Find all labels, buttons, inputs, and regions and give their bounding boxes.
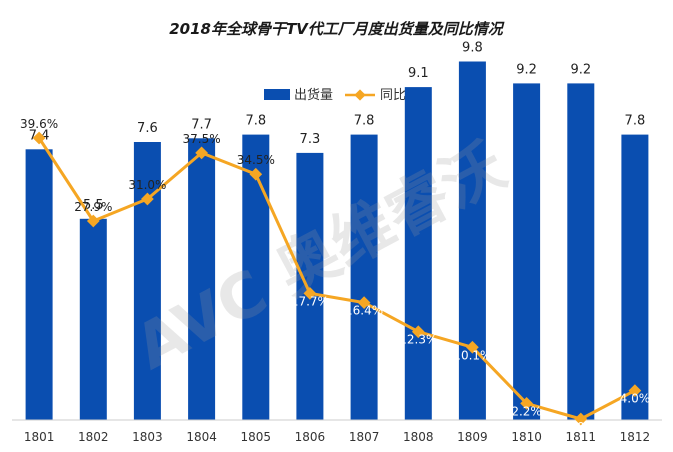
bar <box>296 152 324 420</box>
chart-title: 2018年全球骨干TV代工厂月度出货量及同比情况 <box>169 20 505 38</box>
bar-value-label: 9.2 <box>516 62 537 77</box>
bar <box>188 138 216 421</box>
x-tick-label: 1812 <box>620 430 651 444</box>
x-tick-label: 1801 <box>24 430 55 444</box>
yoy-marker <box>411 325 425 339</box>
bar-value-label: 7.6 <box>137 121 158 136</box>
yoy-value-label: 4.0% <box>620 392 651 406</box>
yoy-value-label: 17.7% <box>291 294 329 308</box>
yoy-value-label: 31.0% <box>128 178 166 192</box>
x-tick-label: 1810 <box>511 430 542 444</box>
bar <box>242 134 270 420</box>
yoy-marker <box>466 340 479 354</box>
yoy-value-label: 37.5% <box>183 132 221 146</box>
legend: 出货量 同比 <box>264 87 406 103</box>
x-axis-ticks: 1801 1802 1803 1804 1805 1806 1807 1808 1809 1810… <box>24 430 650 444</box>
legend-line-marker <box>354 89 366 101</box>
yoy-value-label: 2.2% <box>511 404 542 418</box>
yoy-value-label: 27.9% <box>74 200 112 214</box>
bar-value-label: 9.1 <box>408 66 429 81</box>
line-series: 39.6% 27.9% 31.0% 37.5% 34.5% 17.7% 16.4% 12.3%… <box>20 117 650 434</box>
bar <box>404 87 432 420</box>
bar <box>567 83 595 421</box>
yoy-marker <box>195 146 208 160</box>
yoy-value-label: 39.6% <box>20 117 58 131</box>
yoy-value-label: 34.5% <box>237 153 275 167</box>
bar-series: 7.45.57.67.77.87.37.89.19.89.29.27.8 <box>25 41 649 421</box>
bar-value-label: 7.8 <box>245 114 266 129</box>
x-tick-label: 1803 <box>132 430 163 444</box>
legend-bar-swatch <box>264 89 290 100</box>
x-tick-label: 1805 <box>241 430 272 444</box>
yoy-marker <box>357 296 371 309</box>
bar-value-label: 5.5 <box>83 198 104 213</box>
bar <box>513 83 541 421</box>
legend-bar-label: 出货量 <box>294 87 333 103</box>
x-tick-label: 1806 <box>295 430 326 444</box>
bar-value-label: 9.8 <box>462 41 483 56</box>
legend-line-label: 同比 <box>380 88 406 103</box>
yoy-marker <box>32 131 46 145</box>
bar-value-label: 7.7 <box>191 117 212 132</box>
x-tick-label: 1811 <box>566 430 597 444</box>
yoy-marker <box>303 287 317 300</box>
x-tick-label: 1804 <box>186 430 217 444</box>
bar <box>458 61 486 420</box>
yoy-value-label: 16.4% <box>345 304 383 318</box>
x-tick-label: 1809 <box>457 430 488 444</box>
bar-value-label: 7.3 <box>300 132 321 147</box>
bar <box>79 218 107 420</box>
yoy-marker <box>141 192 154 206</box>
bar-value-label: 7.8 <box>354 114 375 129</box>
yoy-marker <box>86 214 100 228</box>
yoy-value-label: 10.1% <box>453 348 491 362</box>
bar <box>350 134 378 420</box>
bar <box>133 142 161 420</box>
x-tick-label: 1802 <box>78 430 109 444</box>
x-tick-label: 1808 <box>403 430 434 444</box>
bar <box>621 134 649 420</box>
x-tick-label: 1807 <box>349 430 380 444</box>
yoy-value-label: 12.3% <box>399 333 437 347</box>
bar <box>25 149 53 421</box>
yoy-value-label: 0.0% <box>566 420 597 434</box>
bar-value-label: 9.2 <box>570 62 591 77</box>
bar-value-label: 7.8 <box>625 114 646 129</box>
yoy-line <box>37 137 636 421</box>
